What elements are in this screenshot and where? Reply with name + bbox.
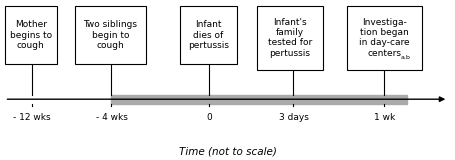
Text: - 4 wks: - 4 wks <box>96 113 127 122</box>
Text: Two siblings
begin to
cough: Two siblings begin to cough <box>83 20 137 50</box>
Bar <box>5 6 57 64</box>
Bar <box>111 95 407 104</box>
Text: 0: 0 <box>207 113 212 122</box>
Text: Time (not to scale): Time (not to scale) <box>178 147 277 157</box>
Text: a,b: a,b <box>401 54 411 59</box>
Bar <box>257 6 323 70</box>
Text: Infant
dies of
pertussis: Infant dies of pertussis <box>187 20 229 50</box>
Bar <box>75 6 146 64</box>
Bar <box>180 6 237 64</box>
Text: 1 wk: 1 wk <box>374 113 395 122</box>
Text: - 12 wks: - 12 wks <box>13 113 51 122</box>
Text: Investiga-
tion began
in day-care
centers: Investiga- tion began in day-care center… <box>359 17 410 58</box>
Bar <box>347 6 422 70</box>
Text: Mother
begins to
cough: Mother begins to cough <box>10 20 52 50</box>
Text: Infant's
family
tested for
pertussis: Infant's family tested for pertussis <box>268 17 312 58</box>
Text: 3 days: 3 days <box>278 113 308 122</box>
